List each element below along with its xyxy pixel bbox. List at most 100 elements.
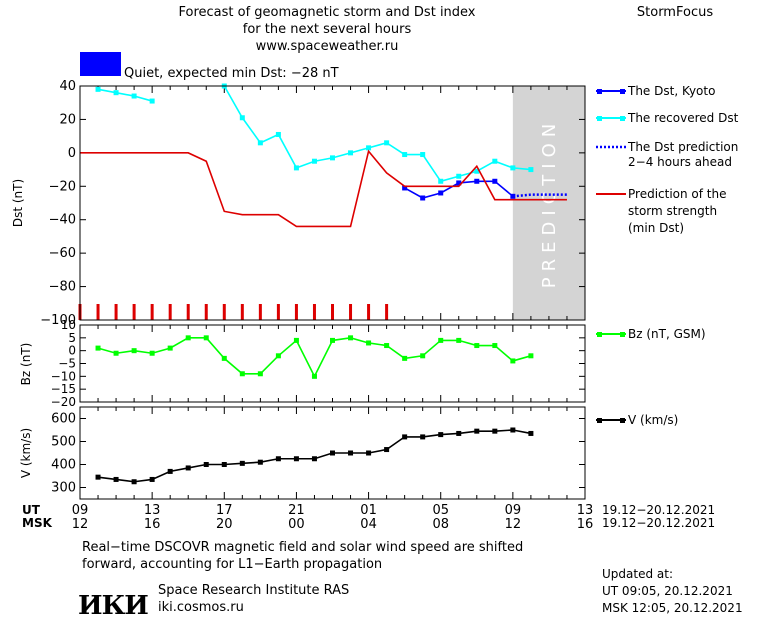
dst-ytick-label: 40 (59, 79, 76, 94)
dst-data-point (420, 152, 426, 158)
dst-data-point (239, 115, 245, 121)
dst-data-point (492, 158, 498, 164)
msk-tick-label: 16 (144, 517, 161, 532)
v-ytick-label: 300 (51, 481, 76, 496)
bz-data-point (348, 335, 354, 341)
legend-dst-recovered: The recovered Dst (596, 111, 739, 125)
msk-tick-label: 08 (432, 517, 449, 532)
legend-v: V (km/s) (596, 413, 678, 427)
bz-data-point (456, 337, 462, 343)
bz-ytick-label: −20 (51, 395, 76, 409)
bz-data-point (438, 337, 444, 343)
dst-data-point (95, 86, 101, 92)
dst-data-point (456, 180, 462, 186)
chart-title-line2: for the next several hours (243, 22, 412, 37)
v-data-point (95, 474, 101, 480)
bz-data-point (366, 340, 372, 346)
legend-v-label: V (km/s) (628, 413, 678, 427)
msk-axis-label: MSK (22, 516, 53, 530)
dst-data-point (149, 98, 155, 104)
brand-name: StormFocus (637, 5, 713, 20)
dst-ytick-label: −80 (49, 280, 76, 295)
dst-data-point (438, 178, 444, 184)
time-axis: UT MSK 19.12−20.12.2021 19.12−20.12.2021… (22, 503, 715, 532)
bz-data-point (167, 345, 173, 351)
ut-tick-label: 09 (72, 503, 89, 518)
legend-dst-kyoto: The Dst, Kyoto (596, 84, 715, 98)
legend-dst-prediction-label-1: The Dst prediction (627, 140, 738, 154)
dst-data-point (528, 167, 534, 173)
v-series-line-0 (97, 429, 532, 483)
v-data-point (402, 434, 408, 440)
dst-data-point (492, 178, 498, 184)
bz-data-point (131, 348, 137, 354)
footer-note-line1: Real−time DSCOVR magnetic field and sola… (82, 540, 524, 555)
dst-ytick-label: −40 (49, 213, 76, 228)
dst-series-line-4 (80, 149, 567, 228)
v-data-point (420, 434, 426, 440)
v-ytick-label: 400 (51, 458, 76, 473)
msk-tick-label: 00 (288, 517, 305, 532)
bz-series-line-0 (97, 337, 532, 379)
bz-data-point (420, 353, 426, 359)
institute-url[interactable]: iki.cosmos.ru (158, 600, 244, 615)
ut-tick-label: 05 (432, 503, 449, 518)
dst-data-point (113, 90, 119, 96)
dst-ytick-label: 20 (59, 112, 76, 127)
dst-data-point (311, 158, 317, 164)
dst-data-point (402, 185, 408, 191)
dst-data-point (348, 150, 354, 156)
ut-axis-label: UT (22, 503, 41, 517)
dst-data-point (510, 165, 516, 171)
dst-data-point (456, 173, 462, 179)
dst-data-point (131, 93, 137, 99)
bz-ytick-label: 10 (61, 318, 76, 332)
dst-series-line-3 (512, 193, 567, 198)
bz-data-point (149, 350, 155, 356)
v-data-point (348, 450, 354, 456)
bz-data-point (257, 371, 263, 377)
legend-dst-prediction: The Dst prediction 2−4 hours ahead (596, 140, 738, 169)
legend-bz-label: Bz (nT, GSM) (628, 327, 706, 341)
v-data-point (221, 462, 227, 467)
bz-data-point (311, 373, 317, 379)
dst-data-point (275, 131, 281, 137)
dst-data-point (330, 155, 335, 161)
ut-tick-label: 13 (577, 503, 594, 518)
v-data-point (366, 450, 372, 456)
bz-data-point (203, 335, 209, 341)
bz-ytick-label: −10 (51, 369, 76, 383)
legend-dst-recovered-label: The recovered Dst (627, 111, 739, 125)
legend-storm-label-2: storm strength (628, 204, 717, 218)
v-data-point (113, 476, 119, 482)
v-data-point (311, 456, 317, 462)
bz-data-point (330, 337, 335, 343)
bz-data-point (275, 353, 281, 359)
v-data-point (131, 479, 137, 485)
v-data-point (185, 465, 191, 471)
v-ytick-label: 500 (51, 435, 76, 450)
dst-data-point (438, 190, 444, 196)
dst-data-point (420, 195, 426, 201)
legend-bz: Bz (nT, GSM) (596, 327, 706, 341)
ut-tick-label: 09 (505, 503, 522, 518)
dst-data-point (474, 178, 480, 184)
legend: The Dst, Kyoto The recovered Dst The Dst… (596, 84, 739, 427)
msk-tick-label: 16 (577, 517, 594, 532)
v-data-point (474, 428, 480, 434)
legend-dst-kyoto-label: The Dst, Kyoto (627, 84, 715, 98)
v-axis-label: V (km/s) (19, 428, 33, 478)
bz-data-point (95, 345, 101, 351)
ut-tick-label: 01 (360, 503, 377, 518)
legend-storm-label-1: Prediction of the (628, 187, 727, 201)
updated-ut: UT 09:05, 20.12.2021 (602, 584, 733, 598)
v-panel-frame (79, 406, 586, 500)
ut-tick-label: 21 (288, 503, 305, 518)
prediction-zone (512, 86, 585, 320)
bz-ytick-label: 5 (68, 331, 76, 345)
v-data-point (438, 432, 444, 438)
bz-data-point (474, 343, 480, 349)
v-data-point (293, 456, 299, 462)
